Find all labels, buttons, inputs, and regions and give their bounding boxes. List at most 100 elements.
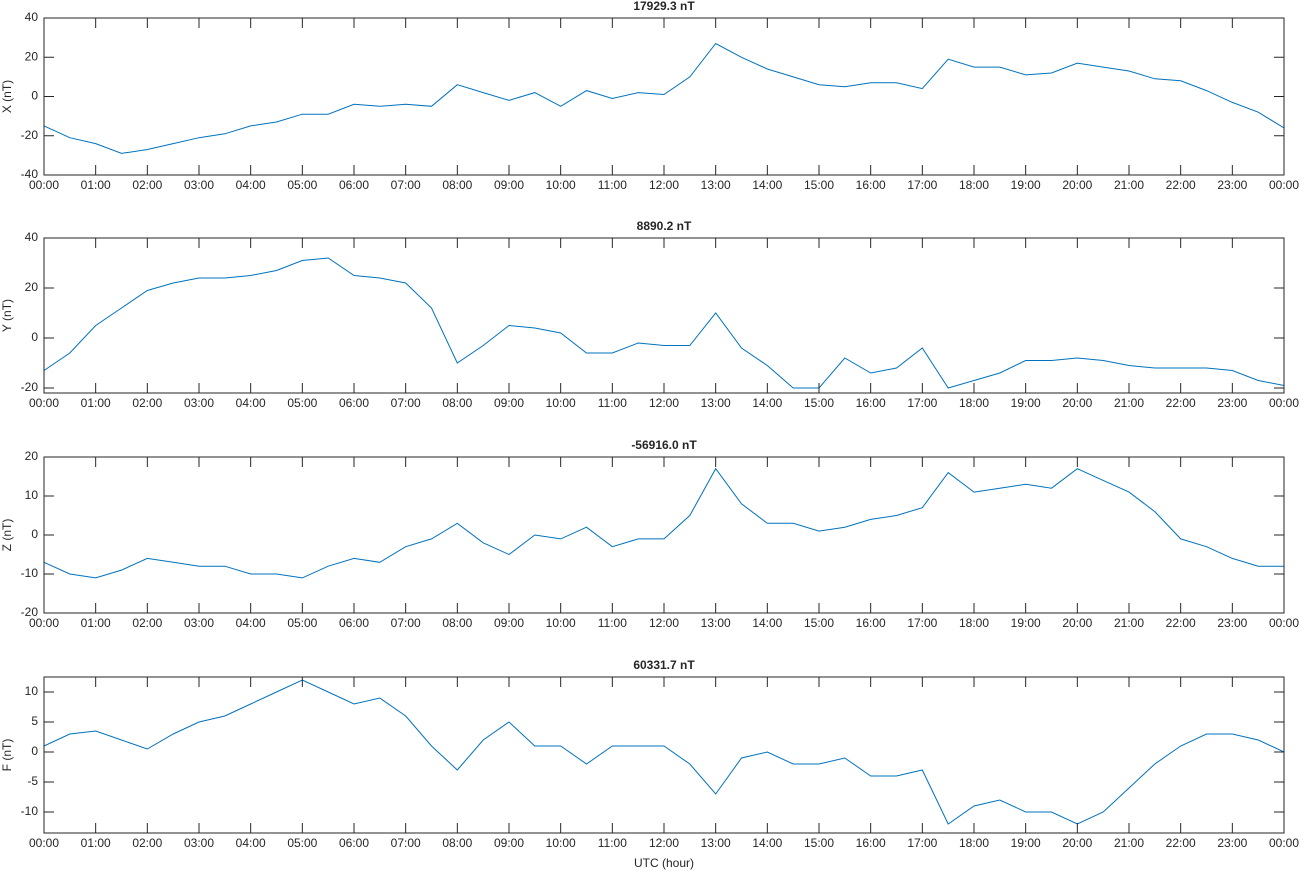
x-tick-label: 08:00 [442,616,472,630]
y-tick-label: 20 [25,49,39,63]
x-tick-label: 10:00 [546,396,576,410]
x-tick-label: 12:00 [649,396,679,410]
x-tick-label: 16:00 [856,616,886,630]
x-tick-label: 02:00 [132,178,162,192]
x-tick-label: 05:00 [287,396,317,410]
x-tick-label: 13:00 [701,836,731,850]
y-tick-label: 0 [31,527,38,541]
y-tick-label: 40 [25,10,39,24]
y-tick-label: 20 [25,280,39,294]
y-tick-label: -5 [27,774,38,788]
x-tick-label: 11:00 [598,836,627,850]
x-tick-label: 21:00 [1114,836,1144,850]
x-axis-label: UTC (hour) [634,856,694,870]
x-tick-label: 01:00 [81,396,111,410]
x-tick-label: 07:00 [391,396,421,410]
x-tick-label: 12:00 [649,836,679,850]
x-tick-label: 19:00 [1011,836,1041,850]
x-tick-label: 15:00 [804,396,834,410]
y-axis-label: F (nT) [0,739,14,772]
chart-title: 17929.3 nT [633,0,695,13]
y-tick-label: 0 [31,744,38,758]
x-tick-label: 20:00 [1062,178,1092,192]
x-tick-label: 04:00 [236,616,266,630]
y-tick-label: -20 [21,605,39,619]
chart-title: 60331.7 nT [633,658,695,672]
x-tick-label: 01:00 [81,616,111,630]
x-tick-label: 10:00 [546,178,576,192]
x-tick-label: 02:00 [132,836,162,850]
x-tick-label: 17:00 [907,396,937,410]
x-tick-label: 01:00 [81,178,111,192]
data-line [43,42,1285,154]
y-tick-label: -20 [21,380,39,394]
x-tick-label: 00:00 [29,178,59,192]
x-tick-label: 05:00 [287,178,317,192]
x-tick-label: 00:00 [29,836,59,850]
data-line [43,467,1284,579]
x-tick-label: 21:00 [1114,616,1144,630]
x-tick-label: 00:00 [1269,836,1299,850]
y-tick-label: 0 [31,330,38,344]
x-tick-label: 23:00 [1217,836,1247,850]
x-tick-label: 14:00 [752,836,782,850]
x-tick-label: 18:00 [959,178,989,192]
x-tick-label: 02:00 [132,616,162,630]
x-tick-label: 20:00 [1062,836,1092,850]
x-tick-label: 09:00 [494,396,524,410]
x-tick-label: 07:00 [391,616,421,630]
x-tick-label: 02:00 [132,396,162,410]
x-tick-label: 03:00 [184,616,214,630]
y-axis-label: Z (nT) [0,519,14,552]
y-tick-label: 10 [25,684,39,698]
plot-area [44,18,1284,175]
x-tick-label: 21:00 [1114,396,1144,410]
x-tick-label: 17:00 [907,616,937,630]
y-tick-label: -10 [21,566,39,580]
y-axis-label: X (nT) [0,80,14,113]
y-tick-label: -20 [21,128,39,142]
x-tick-label: 13:00 [701,616,731,630]
x-tick-label: 12:00 [649,616,679,630]
y-tick-label: 10 [25,488,39,502]
x-tick-label: 23:00 [1217,396,1247,410]
x-tick-label: 13:00 [701,178,731,192]
x-tick-label: 03:00 [184,836,214,850]
x-tick-label: 09:00 [494,616,524,630]
x-tick-label: 06:00 [339,836,369,850]
x-tick-label: 17:00 [907,836,937,850]
x-tick-label: 05:00 [287,836,317,850]
chart-title: -56916.0 nT [631,438,697,452]
x-tick-label: 10:00 [546,836,576,850]
x-tick-label: 15:00 [804,178,834,192]
y-tick-label: 0 [31,89,38,103]
x-tick-label: 18:00 [959,616,989,630]
x-tick-label: 06:00 [339,616,369,630]
x-tick-label: 11:00 [598,396,627,410]
x-tick-label: 11:00 [598,616,627,630]
x-tick-label: 20:00 [1062,396,1092,410]
x-tick-label: 19:00 [1011,396,1041,410]
plot-area [44,238,1284,393]
x-tick-label: 08:00 [442,178,472,192]
x-tick-label: 19:00 [1011,178,1041,192]
x-tick-label: 09:00 [494,178,524,192]
x-tick-label: 07:00 [391,836,421,850]
plot-area [44,457,1284,613]
x-tick-label: 11:00 [598,178,627,192]
x-tick-label: 00:00 [1269,178,1299,192]
x-tick-label: 00:00 [29,396,59,410]
y-tick-label: 20 [25,449,39,463]
x-tick-label: 16:00 [856,178,886,192]
y-axis-label: Y (nT) [0,299,14,332]
x-tick-label: 16:00 [856,836,886,850]
data-line [43,257,1285,389]
x-tick-label: 00:00 [29,616,59,630]
x-tick-label: 19:00 [1011,616,1041,630]
x-tick-label: 17:00 [907,178,937,192]
x-tick-label: 22:00 [1166,616,1196,630]
x-tick-label: 09:00 [494,836,524,850]
x-tick-label: 14:00 [752,178,782,192]
x-tick-label: 06:00 [339,396,369,410]
